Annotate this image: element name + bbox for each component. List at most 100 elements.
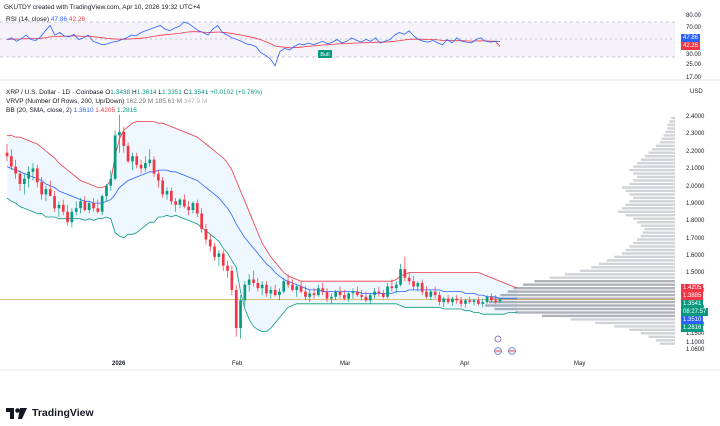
volume-profile-bar [492,297,675,300]
candle-body [183,199,186,207]
volume-profile-bar [633,179,675,182]
volume-profile-bar [549,276,675,279]
price-tick: 1.9000 [686,200,705,207]
candle-body [446,298,450,303]
event-icons[interactable] [494,335,516,355]
candle-body [144,163,147,169]
candle-body [304,291,307,297]
volume-profile-bar [671,116,675,120]
volume-profile-bar [629,328,675,331]
candle-body [243,284,247,301]
volume-profile-bar [629,245,675,248]
candle-body [377,291,381,294]
candle-body [399,269,402,285]
candle-body [10,156,13,167]
candle-body [61,204,65,212]
candle-body [330,296,333,299]
candle-body [373,291,376,296]
candle-body [204,229,208,240]
candle-body [343,295,346,299]
candle-body [386,286,389,297]
volume-profile-bar [485,304,675,307]
volume-profile-bar [515,311,675,314]
rsi-line [6,21,501,67]
vrvp-legend[interactable]: VRVP (Number Of Rows, 200, Up/Down) 162.… [6,98,207,105]
rsi-tick-70: 70.00 [686,25,702,31]
low-value: 1.3351 [162,89,182,96]
candle-body [109,178,113,186]
candle-body [403,269,407,278]
bb-upper-line [7,121,518,289]
volume-profile-bar [618,210,675,213]
volume-profile-bar [642,231,675,234]
price-tick: 1.6000 [686,252,705,259]
candle-body [247,279,251,285]
volume-profile-bar [669,120,675,123]
dividend-icon [494,335,502,343]
candle-body [126,145,130,162]
volume-profile-bar [665,130,675,134]
volume-profile-bar [599,262,675,266]
candle-body [321,288,325,292]
candle-body [191,203,195,210]
volume-profile-bar [542,314,675,318]
symbol-legend[interactable]: XRP / U.S. Dollar · 1D · Coinbase O1.343… [6,89,262,96]
volume-profile-bar [637,175,675,179]
candle-body [157,173,160,181]
volume-profile-bar [629,193,675,196]
price-tag: 1.3885 [681,292,704,301]
bb-label: BB (20, SMA, close, 2) [6,107,72,114]
candle-body [407,277,411,282]
volume-profile-bar [640,224,675,227]
time-label-apr: Apr [460,361,470,367]
candle-body [27,171,30,179]
candle-body [135,156,139,165]
price-tick: 2.2000 [686,148,705,155]
bb-legend[interactable]: BB (20, SMA, close, 2) 1.3610 1.4205 1.2… [6,107,137,114]
candle-body [438,295,441,302]
candle-body [425,291,428,297]
volume-profile-bar [621,186,675,189]
candle-body [485,296,489,302]
candles [5,114,502,339]
candle-body [226,265,229,271]
volume-profile-bar [614,325,675,328]
candle-body [208,239,212,247]
volume-profile-bar [591,266,675,269]
volume-profile-bar [644,227,675,231]
high-label: H [132,89,137,96]
candle-body [308,293,312,297]
candle-body [161,180,164,195]
volume-profile-bar [625,189,675,193]
candle-body [40,182,43,195]
rsi-tick-30: 30.00 [686,52,702,58]
candle-body [178,199,182,205]
tradingview-logo[interactable]: TradingView [6,407,94,419]
candle-body [113,135,117,179]
candle-body [325,291,329,299]
rsi-label: RSI (14, close) [6,16,49,23]
candle-body [92,203,95,209]
candle-body [334,291,337,297]
candle-body [498,299,502,302]
rsi-legend[interactable]: RSI (14, close) 47.86 42.26 [6,16,85,23]
bb-upper-value: 1.4205 [95,107,116,114]
brand-name: TradingView [32,407,94,419]
vrvp-up-volume: 162.29 M [126,98,154,105]
candle-body [174,201,177,205]
candle-body [347,293,350,299]
candle-body [18,173,22,184]
candle-body [152,159,156,174]
volume-profile-bar [640,234,675,238]
price-tick: 2.3000 [686,131,705,138]
volume-profile-bar [488,300,675,304]
time-label-feb: Feb [232,361,243,367]
candle-body [79,201,82,209]
candle-body [481,302,485,304]
tradingview-logo-icon [6,407,27,419]
volume-profile [485,116,675,345]
candle-body [148,159,152,164]
candle-body [139,164,143,169]
volume-profile-bar [595,321,675,325]
